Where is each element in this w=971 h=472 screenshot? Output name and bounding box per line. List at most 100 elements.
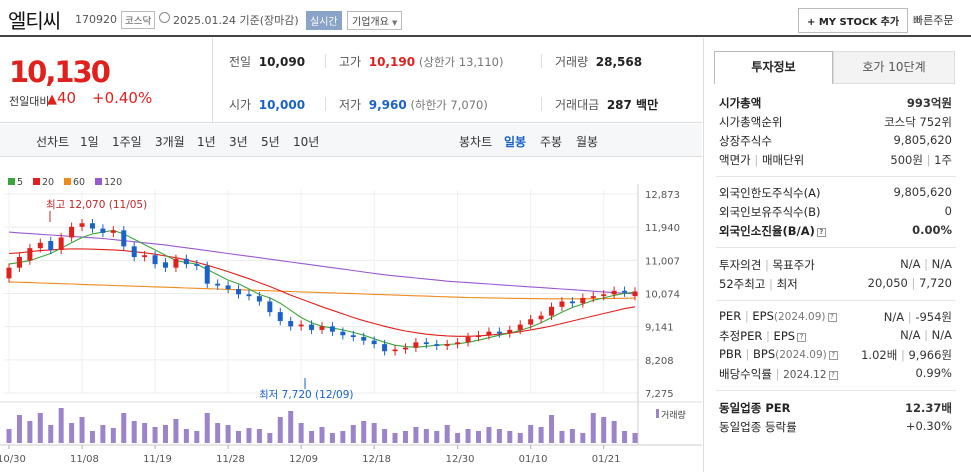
candle [549, 306, 555, 316]
candle [423, 342, 429, 345]
volume-label: 거래량 [555, 55, 589, 69]
pbr-label: PBR [719, 347, 742, 361]
candle-daily[interactable]: 일봉 [504, 135, 527, 149]
series-line-ma120 [8, 231, 636, 295]
x-tick-label: 12/30 [446, 454, 475, 465]
volume-bar [236, 431, 242, 443]
candle [37, 242, 43, 249]
est-eps-label: EPS [773, 329, 796, 343]
foreign-rate-value: 0.00% [912, 223, 952, 237]
period-5y[interactable]: 5년 [261, 135, 280, 149]
y-tick-label: 9,141 [645, 323, 674, 334]
prev-close-value: 10,090 [258, 55, 306, 69]
unit-value: 1주 [934, 153, 952, 167]
foreign-limit-value: 9,805,620 [893, 185, 952, 199]
candle [392, 349, 398, 352]
eps-value: -954원 [915, 310, 952, 324]
open-value: 10,000 [258, 98, 306, 112]
candle [163, 262, 168, 268]
volume-bar [528, 425, 534, 443]
period-selector: 선차트 1일 1주일 3개월 1년 3년 5년 10년 봉차트 일봉 주봉 월봉 [0, 124, 702, 157]
candle [6, 267, 12, 279]
volume-bar [110, 428, 116, 443]
separator: | [924, 257, 928, 271]
candle-monthly[interactable]: 월봉 [576, 135, 599, 149]
x-tick-label: 10/30 [0, 454, 26, 465]
candle [329, 326, 335, 332]
sector-rate-row[interactable]: 동일업종 등락률 +0.30% [719, 419, 952, 435]
candle [121, 230, 127, 247]
week52-row: 52주최고 | 최저 20,050 | 7,720 [719, 276, 952, 292]
volume-bar [309, 431, 315, 443]
stock-name: 엘티씨 [8, 9, 61, 33]
candle [455, 342, 461, 345]
per-value: N/A [883, 310, 905, 324]
high-label: 고가 [339, 55, 362, 69]
target-label: 목표주가 [772, 258, 815, 272]
period-3y[interactable]: 3년 [229, 135, 248, 149]
candle [444, 344, 450, 346]
high-value: 10,190 [368, 55, 416, 69]
volume-bar [361, 421, 367, 443]
quick-order-link[interactable]: 빠른주문 [913, 14, 954, 27]
candle [69, 226, 75, 238]
period-1d[interactable]: 1일 [80, 135, 99, 149]
per-label: PER [719, 309, 742, 323]
period-1y[interactable]: 1년 [197, 135, 216, 149]
low-label: 저가 [339, 98, 362, 112]
upper-limit: (상한가 13,110) [418, 55, 504, 69]
trade-amount: 거래대금 287 백만 [555, 96, 658, 113]
dividend-label: 배당수익률 [719, 367, 772, 381]
x-tick-label: 01/21 [592, 454, 621, 465]
legend-ma120: 120 [95, 177, 122, 188]
candle [277, 312, 283, 322]
my-stock-add-button[interactable]: + MY STOCK 추가 [798, 8, 909, 33]
separator: | [766, 329, 770, 343]
candle [152, 255, 158, 265]
shares-value: 9,805,620 [893, 133, 952, 147]
market-cap-rank-row: 시가총액순위 코스닥 752위 [719, 114, 952, 130]
help-icon[interactable]: ? [828, 351, 838, 360]
candle [48, 241, 54, 250]
volume-bar [496, 429, 502, 443]
volume-bar [267, 433, 273, 443]
tab-invest-info[interactable]: 투자정보 [714, 51, 833, 84]
help-icon[interactable]: ? [828, 371, 838, 380]
series-line-ma60 [8, 281, 636, 300]
bps-value: 9,966원 [908, 348, 952, 362]
realtime-button[interactable]: 실시간 [306, 11, 342, 30]
legend-ma5-label: 5 [17, 177, 24, 188]
candle [100, 228, 106, 233]
prev-close: 전일 10,090 [229, 53, 305, 70]
foreign-limit-row: 외국인한도주식수(A) 9,805,620 [719, 185, 952, 201]
volume-bar [79, 417, 85, 443]
par-row: 액면가 | 매매단위 500원 | 1주 [719, 152, 952, 168]
candle [517, 324, 523, 330]
period-10y[interactable]: 10년 [293, 135, 320, 149]
eps-date: (2024.09) [773, 311, 826, 323]
volume-bar [402, 431, 408, 443]
help-icon[interactable]: ? [827, 313, 837, 322]
separator: | [769, 277, 773, 291]
sector-rate-label: 동일업종 등락률 [719, 420, 797, 434]
help-icon[interactable]: ? [816, 228, 826, 237]
stock-chart[interactable]: 12,873 11,940 11,007 10,074 9,141 8,208 7,275 최… [0, 175, 702, 472]
market-cap-label: 시가총액 [719, 96, 762, 110]
y-tick-label: 12,873 [645, 190, 680, 201]
period-1w[interactable]: 1주일 [112, 135, 142, 149]
volume-bar [319, 427, 325, 443]
company-overview-dropdown[interactable]: 기업개요 ▼ [347, 11, 403, 30]
candle [465, 337, 471, 343]
eps-label: EPS [752, 309, 774, 323]
candle [590, 296, 596, 298]
candle [507, 329, 513, 334]
volume-bar [16, 415, 22, 443]
help-icon[interactable]: ? [797, 333, 807, 342]
x-tick-label: 01/10 [519, 454, 548, 465]
rank-label: 시가총액순위 [719, 115, 783, 129]
tab-orderbook[interactable]: 호가 10단계 [833, 51, 955, 84]
candle-weekly[interactable]: 주봉 [540, 135, 563, 149]
sector-per-row[interactable]: 동일업종 PER 12.37배 [719, 400, 952, 416]
volume-bar [100, 425, 106, 443]
period-3m[interactable]: 3개월 [155, 135, 185, 149]
